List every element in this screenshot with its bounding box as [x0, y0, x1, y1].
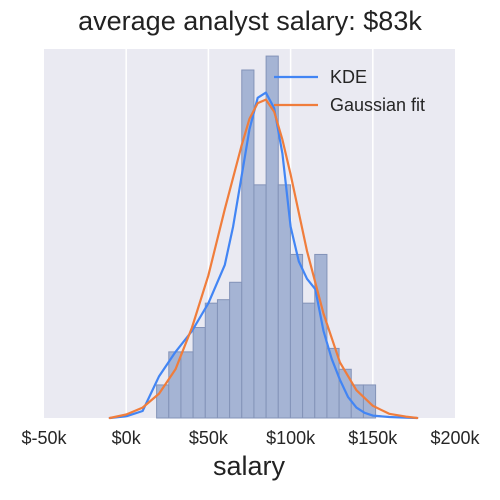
legend: KDE Gaussian fit: [274, 67, 425, 115]
histogram-bar-11: [289, 253, 304, 419]
x-tick-label-0: $-50k: [21, 428, 67, 448]
x-tick-label-1: $0k: [112, 428, 142, 448]
histogram-bar-6: [229, 281, 243, 419]
density-lines: [108, 91, 419, 420]
histogram-bars: [156, 55, 377, 419]
x-axis-label: salary: [213, 451, 286, 481]
series-line-gaussian-fit: [108, 98, 419, 420]
histogram-bar-12: [302, 302, 316, 419]
x-tick-label-5: $200k: [430, 428, 480, 448]
x-tick-label-2: $50k: [189, 428, 229, 448]
series-line-kde: [108, 91, 419, 420]
chart-title: average analyst salary: $83k: [78, 6, 422, 36]
histogram-bar-4: [204, 302, 218, 419]
x-tick-label-3: $100k: [266, 428, 316, 448]
histogram-bar-2: [180, 351, 194, 419]
legend-label-0: KDE: [330, 67, 367, 87]
x-tick-labels: $-50k $0k $50k $100k $150k $200k: [21, 428, 480, 448]
histogram-bar-3: [192, 327, 206, 419]
histogram-bar-14: [326, 347, 340, 419]
histogram-bar-10: [277, 184, 291, 419]
histogram-bar-5: [216, 299, 231, 419]
legend-label-1: Gaussian fit: [330, 95, 425, 115]
x-tick-label-4: $150k: [348, 428, 398, 448]
histogram-bar-8: [253, 184, 267, 419]
